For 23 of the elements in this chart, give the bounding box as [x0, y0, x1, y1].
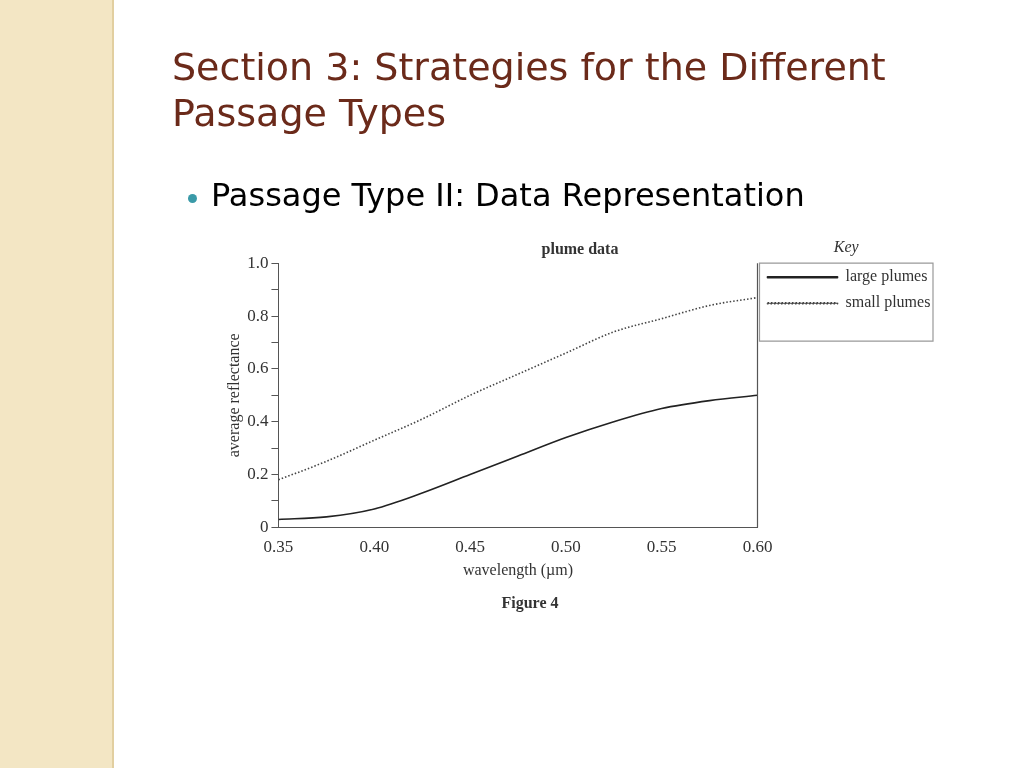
- x-tick-label: 0.45: [455, 537, 485, 557]
- legend-label: large plumes: [845, 267, 928, 286]
- y-axis-title: average reflectance: [224, 333, 243, 458]
- x-tick-label: 0.50: [551, 537, 581, 557]
- y-tick-label: 0.2: [247, 464, 269, 484]
- chart-title: plume data: [541, 239, 619, 258]
- y-tick-label: 1.0: [247, 252, 269, 272]
- y-tick-label: 0.8: [247, 305, 269, 325]
- legend-label: small plumes: [845, 293, 931, 312]
- text: Passage Type II: Data Representation: [211, 176, 805, 214]
- x-tick-label: 0.35: [263, 537, 294, 557]
- caption: Figure 4: [500, 594, 560, 612]
- x-axis-title: wavelength (µm): [462, 560, 574, 579]
- y-tick-label: 0.4: [247, 411, 269, 431]
- x-tick-label: 0.55: [646, 537, 677, 557]
- line-series: [278, 296, 758, 481]
- x-tick-label: 0.60: [742, 537, 773, 557]
- y-tick-label: 0.6: [247, 358, 269, 378]
- text: Section 3: Strategies for the Different Passage Types: [172, 44, 887, 136]
- x-tick-label: 0.40: [359, 537, 390, 557]
- line-series: [278, 394, 758, 521]
- y-tick-label: 0: [259, 516, 269, 536]
- legend-title: Key: [832, 238, 860, 257]
